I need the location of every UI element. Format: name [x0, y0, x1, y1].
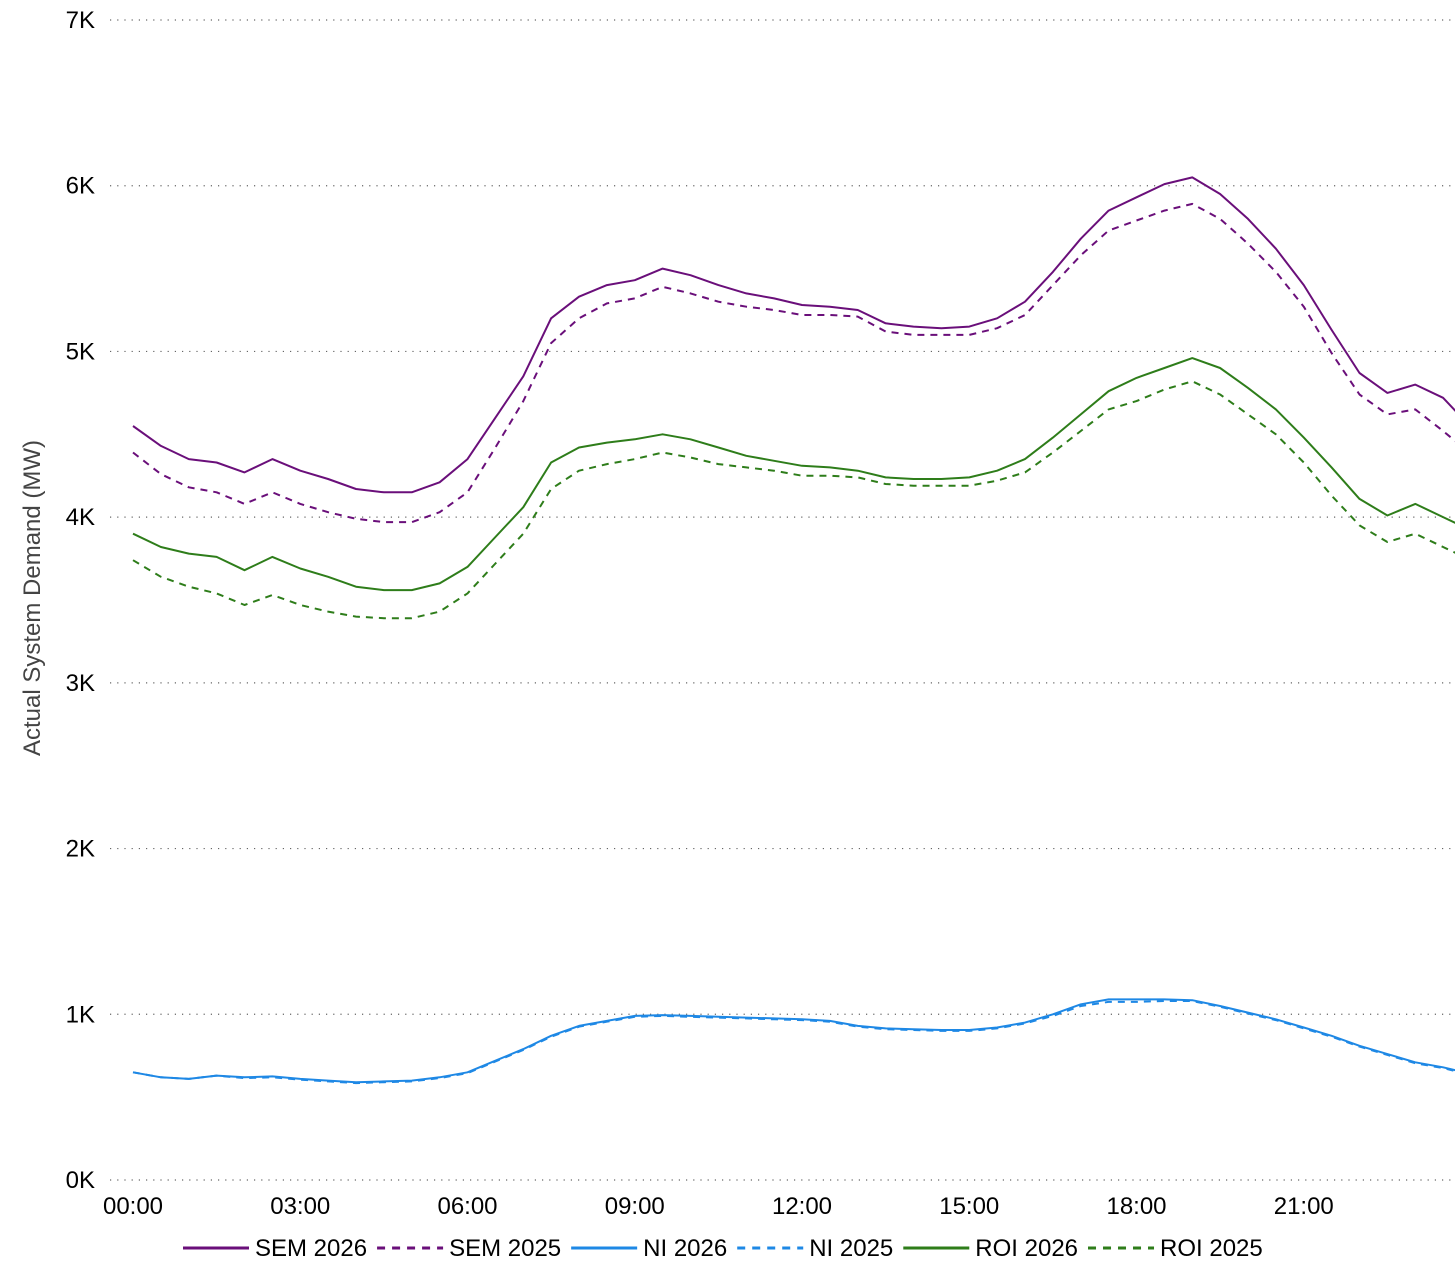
y-tick-label: 6K: [66, 173, 95, 200]
y-tick-label: 0K: [66, 1167, 95, 1194]
legend-label: SEM 2025: [449, 1235, 561, 1262]
legend-label: ROI 2025: [1160, 1235, 1263, 1262]
series-line-roi-2026: [132, 357, 1455, 592]
legend-label: SEM 2026: [255, 1235, 367, 1262]
legend-item-roi-2025[interactable]: ROI 2025: [1088, 1235, 1263, 1262]
x-tick-label: 15:00: [939, 1193, 999, 1220]
legend-label: NI 2026: [643, 1235, 727, 1262]
y-axis-title: Actual System Demand (MW): [19, 440, 46, 756]
y-tick-label: 3K: [66, 670, 95, 697]
legend-label: ROI 2026: [975, 1235, 1078, 1262]
x-tick-label: 06:00: [437, 1193, 497, 1220]
y-tick-label: 5K: [66, 338, 95, 365]
y-axis: 0K 1K 2K 3K 4K 5K 6K 7K: [66, 7, 95, 1194]
legend[interactable]: SEM 2026 SEM 2025 NI 2026 NI 2025 ROI 2026 RO…: [183, 1235, 1263, 1262]
x-axis: 00:00 03:00 06:00 09:00 12:00 15:00 18:00 21:00: [103, 1193, 1334, 1220]
y-tick-label: 4K: [66, 504, 95, 531]
series-line-ni-2026: [132, 998, 1455, 1084]
x-tick-label: 00:00: [103, 1193, 163, 1220]
grid-lines: [110, 19, 1455, 1181]
legend-item-sem-2026[interactable]: SEM 2026: [183, 1235, 367, 1262]
legend-item-ni-2026[interactable]: NI 2026: [571, 1235, 727, 1262]
y-tick-label: 1K: [66, 1001, 95, 1028]
legend-label: NI 2025: [809, 1235, 893, 1262]
x-tick-label: 12:00: [772, 1193, 832, 1220]
legend-item-ni-2025[interactable]: NI 2025: [737, 1235, 893, 1262]
x-tick-label: 18:00: [1106, 1193, 1166, 1220]
x-tick-label: 09:00: [605, 1193, 665, 1220]
series-line-sem-2026: [132, 176, 1455, 494]
series-line-roi-2025: [132, 380, 1455, 620]
series-lines: [132, 176, 1455, 1085]
legend-item-roi-2026[interactable]: ROI 2026: [903, 1235, 1078, 1262]
x-tick-label: 03:00: [270, 1193, 330, 1220]
x-tick-label: 21:00: [1274, 1193, 1334, 1220]
legend-item-sem-2025[interactable]: SEM 2025: [377, 1235, 561, 1262]
y-tick-label: 2K: [66, 836, 95, 863]
series-line-ni-2025: [132, 1000, 1455, 1085]
y-tick-label: 7K: [66, 7, 95, 34]
